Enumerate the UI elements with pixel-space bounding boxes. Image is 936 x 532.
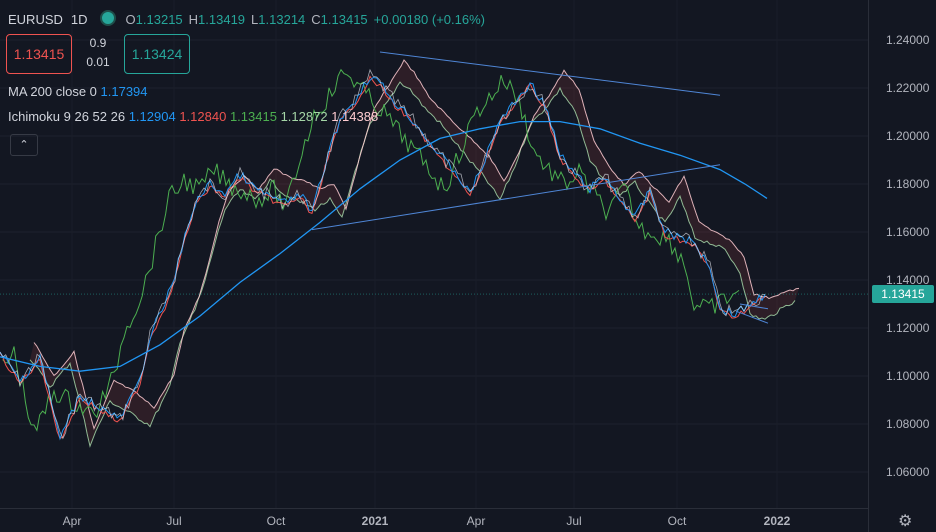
trend-line — [739, 303, 769, 310]
x-tick-label: Jul — [566, 514, 581, 528]
y-tick-label: 1.18000 — [886, 177, 930, 191]
tenkan-sen — [0, 76, 766, 441]
ichimoku-value-2: 1.12840 — [179, 109, 227, 124]
x-tick-label: 2021 — [362, 514, 389, 528]
price-line — [0, 68, 766, 440]
ichimoku-legend[interactable]: Ichimoku 9 26 52 26 1.12904 1.12840 1.13… — [8, 109, 378, 124]
last-price-tag-label: 1.13415 — [881, 287, 925, 301]
y-tick-label: 1.16000 — [886, 225, 930, 239]
x-tick-label: Oct — [668, 514, 687, 528]
buy-button[interactable]: 1.13424 — [124, 34, 190, 74]
ichimoku-cloud — [29, 59, 800, 448]
y-tick-label: 1.24000 — [886, 33, 930, 47]
ichimoku-value-1: 1.12904 — [128, 109, 176, 124]
ma-label: MA 200 close 0 — [8, 84, 97, 99]
y-tick-label: 1.12000 — [886, 321, 930, 335]
settings-gear-icon[interactable]: ⚙ — [898, 513, 913, 530]
price-axis[interactable]: 1.24000 1.22000 1.20000 1.18000 1.16000 1.140… — [886, 33, 930, 479]
x-tick-label: 2022 — [764, 514, 791, 528]
time-axis[interactable]: Apr Jul Oct 2021 Apr Jul Oct 2022 — [63, 514, 791, 528]
ichimoku-value-5: 1.14388 — [331, 109, 379, 124]
symbol-header: EURUSD 1D O1.13215 H1.13419 L1.13214 C1.13415… — [8, 10, 491, 27]
collapse-legend-button[interactable]: ⌃ — [10, 134, 38, 156]
ma-legend[interactable]: MA 200 close 0 1.17394 — [8, 84, 148, 99]
market-status-icon — [99, 10, 116, 26]
open-label: O — [125, 12, 136, 27]
trend-line — [379, 51, 721, 96]
timeframe-label[interactable]: 1D — [70, 12, 88, 27]
last-price-tag: 1.13415 — [872, 285, 934, 304]
change-value: +0.00180 (+0.16%) — [373, 12, 485, 27]
low-label: L — [251, 12, 259, 27]
senkou-span-a — [29, 81, 796, 448]
high-label: H — [188, 12, 199, 27]
y-tick-label: 1.22000 — [886, 81, 930, 95]
ichimoku-value-4: 1.12872 — [280, 109, 328, 124]
chart-grid — [0, 0, 869, 532]
close-value: 1.13415 — [320, 12, 368, 27]
ichimoku-label: Ichimoku 9 26 52 26 — [8, 109, 126, 124]
x-tick-label: Apr — [63, 514, 82, 528]
symbol-name[interactable]: EURUSD — [8, 12, 63, 27]
last-price-tag-bg — [872, 285, 934, 304]
y-tick-label: 1.20000 — [886, 129, 930, 143]
ma200-line — [0, 120, 768, 372]
x-tick-label: Jul — [166, 514, 181, 528]
y-tick-label: 1.08000 — [886, 417, 930, 431]
spread-top: 0.9 — [89, 36, 107, 50]
senkou-span-b — [33, 59, 800, 430]
trend-line — [311, 164, 721, 231]
chart-series — [0, 51, 868, 441]
x-tick-label: Oct — [267, 514, 286, 528]
y-tick-label: 1.06000 — [886, 465, 930, 479]
y-tick-label: 1.14000 — [886, 273, 930, 287]
x-tick-label: Apr — [467, 514, 486, 528]
spread-display: 0.9 0.01 — [80, 34, 116, 72]
high-value: 1.13419 — [198, 12, 246, 27]
close-label: C — [311, 12, 321, 27]
ma-value: 1.17394 — [100, 84, 148, 99]
y-tick-label: 1.10000 — [886, 369, 930, 383]
open-value: 1.13215 — [135, 12, 183, 27]
trend-line — [735, 310, 769, 324]
ichimoku-value-3: 1.13415 — [229, 109, 277, 124]
sell-button[interactable]: 1.13415 — [6, 34, 72, 74]
low-value: 1.13214 — [258, 12, 306, 27]
spread-bottom: 0.01 — [86, 55, 110, 69]
